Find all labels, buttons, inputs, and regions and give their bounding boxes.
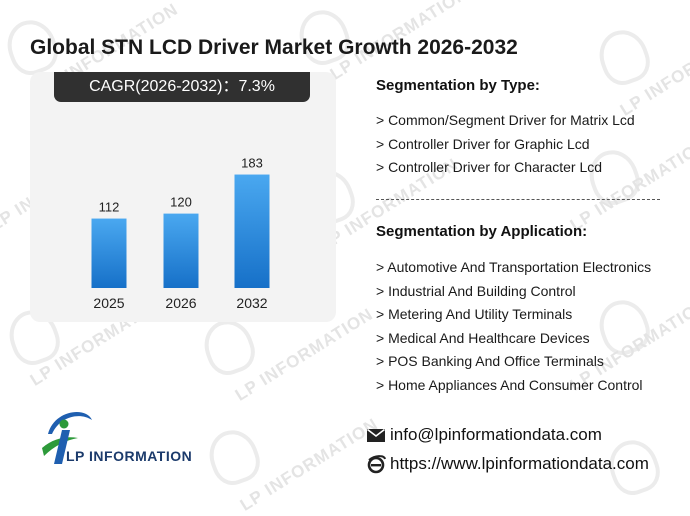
category-label: 2032: [236, 295, 267, 311]
lp-information-logo-icon: [42, 411, 92, 464]
list-item: > Home Appliances And Consumer Control: [376, 376, 643, 393]
watermark-mark-icon: [592, 23, 656, 91]
list-item: > Industrial And Building Control: [376, 282, 576, 299]
bar-value-label: 120: [170, 195, 192, 210]
logo-text: LP INFORMATION: [66, 448, 193, 464]
list-item: > POS Banking And Office Terminals: [376, 353, 604, 370]
bar-value-label: 183: [241, 156, 263, 171]
email-link[interactable]: info@lpinformationdata.com: [390, 425, 602, 444]
watermark-text: LP INFORMATION: [236, 414, 382, 515]
browser-icon: [367, 455, 386, 474]
list-item: > Common/Segment Driver for Matrix Lcd: [376, 112, 635, 128]
cagr-badge: CAGR(2026-2032)：7.3%: [54, 72, 310, 102]
bar-chart: 112 2025 120 2026 183 2032: [91, 156, 270, 311]
bar-value-label: 112: [99, 200, 120, 215]
list-item: > Metering And Utility Terminals: [376, 306, 573, 323]
watermark-text: LP INFORMATION: [616, 19, 690, 120]
website-link[interactable]: https://www.lpinformationdata.com: [390, 454, 649, 473]
segmentation-application-heading: Segmentation by Application:: [376, 223, 588, 240]
bar-2032: [234, 174, 270, 288]
segmentation-application-list: > Automotive And Transportation Electron…: [376, 256, 651, 398]
bar-2026: [163, 213, 199, 288]
segmentation-type-list: > Common/Segment Driver for Matrix Lcd >…: [376, 109, 635, 180]
email-icon: [367, 428, 385, 442]
segmentation-type-heading: Segmentation by Type:: [376, 77, 540, 94]
category-label: 2026: [165, 295, 196, 311]
page-title: Global STN LCD Driver Market Growth 2026…: [30, 36, 518, 59]
contact-email: info@lpinformationdata.com: [366, 423, 602, 447]
list-item: > Medical And Healthcare Devices: [376, 329, 590, 346]
list-item: > Controller Driver for Character Lcd: [376, 159, 603, 176]
contact-website: https://www.lpinformationdata.com: [366, 452, 649, 476]
list-item: > Controller Driver for Graphic Lcd: [376, 135, 590, 152]
watermark-mark-icon: [197, 313, 261, 381]
list-item: > Automotive And Transportation Electron…: [376, 259, 652, 275]
category-label: 2025: [93, 295, 124, 311]
section-divider: [376, 199, 660, 200]
bar-2025: [91, 218, 127, 288]
watermark-mark-icon: [202, 423, 266, 491]
